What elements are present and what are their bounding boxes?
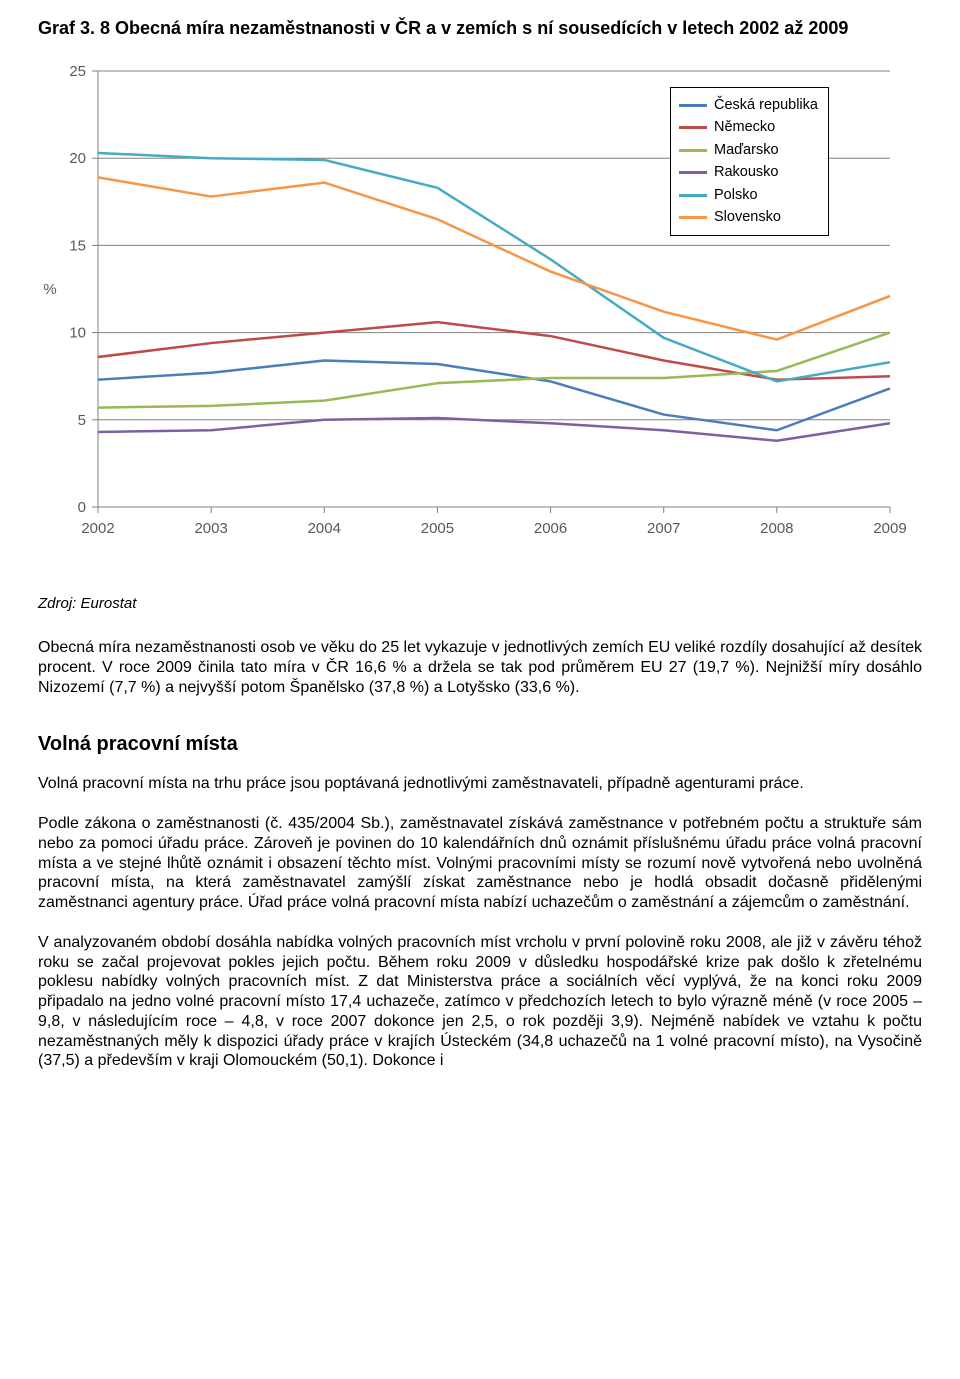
legend-label: Rakousko <box>714 161 778 183</box>
svg-text:2004: 2004 <box>308 520 341 537</box>
svg-text:2008: 2008 <box>760 520 793 537</box>
legend-label: Polsko <box>714 184 758 206</box>
chart-container: 0 5 10 15 20 25% 2002 2003 2004 2005 2006 2007 2008 2… <box>38 57 922 567</box>
source-label: Zdroj: Eurostat <box>38 595 922 612</box>
legend-swatch <box>679 149 707 152</box>
svg-text:0: 0 <box>78 499 86 516</box>
legend-item: Slovensko <box>679 206 818 228</box>
paragraph-2: Volná pracovní místa na trhu práce jsou … <box>38 774 922 794</box>
legend-label: Slovensko <box>714 206 781 228</box>
legend-label: Česká republika <box>714 94 818 116</box>
svg-text:20: 20 <box>69 150 86 167</box>
legend-label: Maďarsko <box>714 139 779 161</box>
svg-text:2005: 2005 <box>421 520 454 537</box>
legend-swatch <box>679 126 707 129</box>
legend-item: Česká republika <box>679 94 818 116</box>
svg-text:2007: 2007 <box>647 520 680 537</box>
legend-item: Polsko <box>679 184 818 206</box>
svg-text:2009: 2009 <box>873 520 906 537</box>
svg-text:%: % <box>43 281 56 298</box>
chart-title: Graf 3. 8 Obecná míra nezaměstnanosti v … <box>38 18 922 39</box>
legend-swatch <box>679 104 707 107</box>
svg-text:2006: 2006 <box>534 520 567 537</box>
svg-text:15: 15 <box>69 237 86 254</box>
svg-text:10: 10 <box>69 325 86 342</box>
section-heading: Volná pracovní místa <box>38 733 922 756</box>
svg-text:25: 25 <box>69 63 86 80</box>
svg-text:2002: 2002 <box>81 520 114 537</box>
legend-swatch <box>679 216 707 219</box>
paragraph-3: Podle zákona o zaměstnanosti (č. 435/200… <box>38 814 922 913</box>
legend-label: Německo <box>714 116 775 138</box>
svg-text:2003: 2003 <box>194 520 227 537</box>
paragraph-1: Obecná míra nezaměstnanosti osob ve věku… <box>38 638 922 697</box>
legend-swatch <box>679 194 707 197</box>
legend-item: Rakousko <box>679 161 818 183</box>
chart-legend: Česká republikaNěmeckoMaďarskoRakouskoPo… <box>670 87 829 236</box>
paragraph-4: V analyzovaném období dosáhla nabídka vo… <box>38 933 922 1071</box>
svg-text:5: 5 <box>78 412 86 429</box>
legend-swatch <box>679 171 707 174</box>
legend-item: Maďarsko <box>679 139 818 161</box>
legend-item: Německo <box>679 116 818 138</box>
